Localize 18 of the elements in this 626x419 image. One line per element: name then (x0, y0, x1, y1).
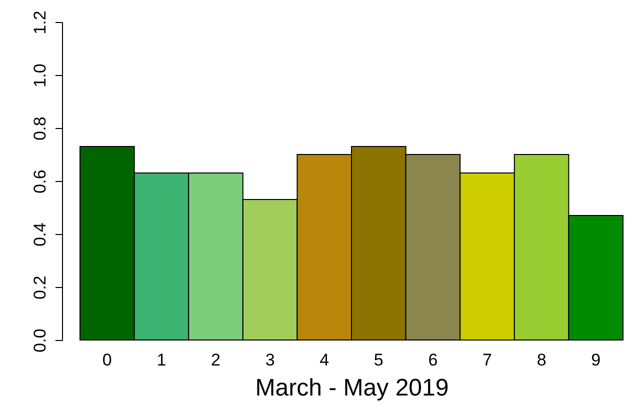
x-axis-title: March - May 2019 (255, 374, 449, 402)
x-tick-label: 4 (320, 350, 330, 370)
x-tick-label: 6 (428, 350, 438, 370)
y-tick-label: 0.2 (30, 276, 50, 300)
x-tick-label: 7 (482, 350, 492, 370)
x-tick-label: 1 (156, 350, 166, 370)
y-tick-label: 1.0 (30, 64, 50, 88)
x-tick-label: 2 (211, 350, 220, 370)
y-tick-label: 0.4 (30, 222, 50, 246)
x-tick-label: 8 (536, 350, 546, 370)
y-tick-label: 0.8 (30, 116, 50, 140)
y-tick-label: 0.0 (30, 328, 50, 352)
x-tick-label: 9 (591, 350, 601, 370)
y-tick-label: 0.6 (30, 170, 50, 194)
x-tick-label: 3 (265, 350, 275, 370)
y-tick-label: 1.2 (30, 10, 50, 34)
x-tick-label: 5 (374, 350, 384, 370)
x-tick-label: 0 (102, 350, 112, 370)
